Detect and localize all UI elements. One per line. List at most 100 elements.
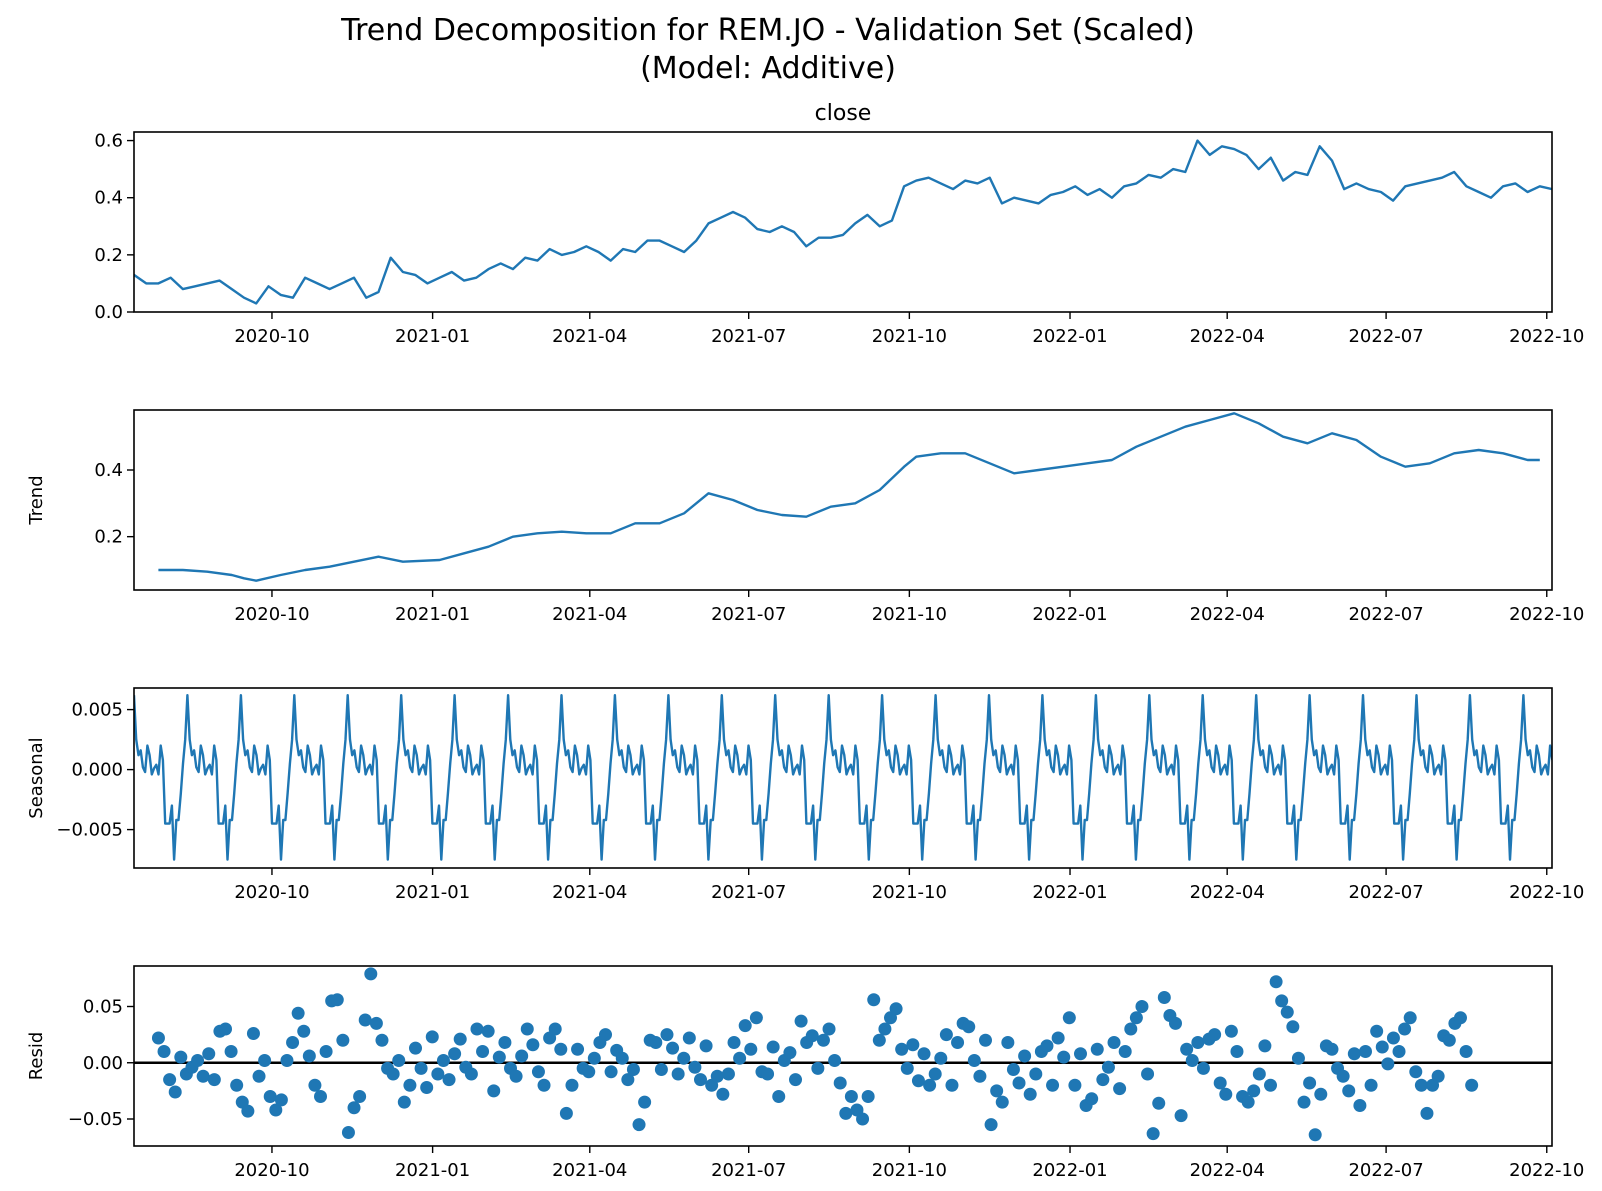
resid-point [1101,1060,1115,1074]
resid-point [783,1046,797,1060]
resid-point [565,1078,579,1092]
resid-point [224,1045,238,1058]
figure-title-line2: (Model: Additive) [640,51,896,86]
resid-point [554,1042,568,1056]
resid-point [1347,1047,1361,1061]
resid-point [1113,1082,1127,1096]
resid-point [1057,1050,1071,1064]
resid-point [431,1067,445,1081]
resid-point [302,1049,316,1063]
resid-point [1314,1087,1328,1101]
resid-point [1191,1036,1205,1049]
x-tick-label: 2021-07 [711,1160,786,1181]
x-tick-label: 2022-04 [1190,882,1265,903]
resid-point [1135,1000,1149,1013]
resid-point [1073,1047,1087,1061]
resid-point [163,1073,177,1087]
resid-point [157,1045,171,1058]
resid-point [1001,1036,1015,1049]
resid-point [671,1067,685,1081]
resid-point [1431,1069,1445,1083]
resid-point [1208,1028,1222,1042]
resid-point [973,1069,987,1083]
resid-point [1185,1054,1199,1067]
resid-point [654,1063,668,1076]
resid-point [498,1036,512,1049]
x-tick-label: 2022-07 [1348,604,1423,625]
resid-point [1046,1078,1060,1092]
resid-point [274,1093,288,1107]
resid-point [369,1016,383,1030]
resid-point [811,1061,825,1075]
resid-point [727,1036,741,1049]
resid-panel: Resid 0.05 0.00 −0.05 2020-10 2021-01 2021-04 2… [26,965,1584,1181]
x-tick-label: 2022-10 [1509,1160,1584,1181]
resid-point [889,1002,903,1016]
resid-point [548,1022,562,1036]
resid-point [1414,1078,1428,1092]
resid-point [911,1074,925,1088]
resid-point [1068,1078,1082,1092]
resid-point [599,1028,613,1042]
resid-point [1152,1096,1166,1110]
resid-point [604,1065,618,1079]
resid-point [291,1006,305,1020]
resid-point [520,1022,534,1036]
resid-point [1085,1092,1099,1106]
resid-point [219,1022,233,1036]
resid-point [397,1095,411,1109]
resid-point [822,1022,836,1036]
resid-point [744,1042,758,1056]
axes-frame [133,965,1553,1147]
resid-point [1465,1078,1479,1092]
x-tick-label: 2022-10 [1509,326,1584,347]
resid-point [1213,1076,1227,1090]
resid-point [917,1047,931,1061]
resid-point [1386,1031,1400,1045]
resid-point [710,1069,724,1083]
resid-point [1051,1031,1065,1045]
resid-point [1286,1020,1300,1034]
resid-point [308,1078,322,1092]
x-tick-label: 2022-10 [1509,604,1584,625]
resid-point [1118,1045,1132,1058]
resid-point [258,1054,272,1067]
resid-point [951,1036,965,1049]
x-tick-label: 2022-01 [1032,604,1107,625]
resid-point [1090,1042,1104,1056]
resid-point [1258,1039,1272,1053]
resid-point [1297,1095,1311,1109]
resid-point [314,1090,328,1103]
resid-point [839,1106,853,1120]
resid-point [1381,1057,1395,1071]
resid-point [470,1022,484,1036]
resid-point [638,1095,652,1109]
resid-point [895,1042,909,1056]
resid-point [1303,1076,1317,1090]
resid-point [319,1045,333,1058]
resid-point [844,1090,858,1103]
resid-point [1442,1033,1456,1047]
resid-point [269,1103,283,1117]
y-axis-label: Resid [26,1032,47,1081]
resid-point [1180,1042,1194,1056]
x-tick-label: 2022-01 [1032,1160,1107,1181]
resid-point [1409,1065,1423,1079]
x-tick-label: 2022-07 [1348,1160,1423,1181]
x-tick-label: 2022-07 [1348,326,1423,347]
resid-point [386,1067,400,1081]
resid-point [721,1067,735,1081]
x-tick-label: 2021-04 [552,326,627,347]
resid-point [582,1065,596,1079]
resid-point [1012,1076,1026,1090]
x-tick-label: 2021-07 [711,882,786,903]
resid-point [1018,1049,1032,1063]
resid-point [1358,1045,1372,1058]
resid-point [436,1054,450,1067]
resid-point [649,1036,663,1049]
resid-point [677,1051,691,1065]
resid-point [297,1024,311,1038]
resid-point [738,1019,752,1033]
x-tick-label: 2021-01 [395,1160,470,1181]
